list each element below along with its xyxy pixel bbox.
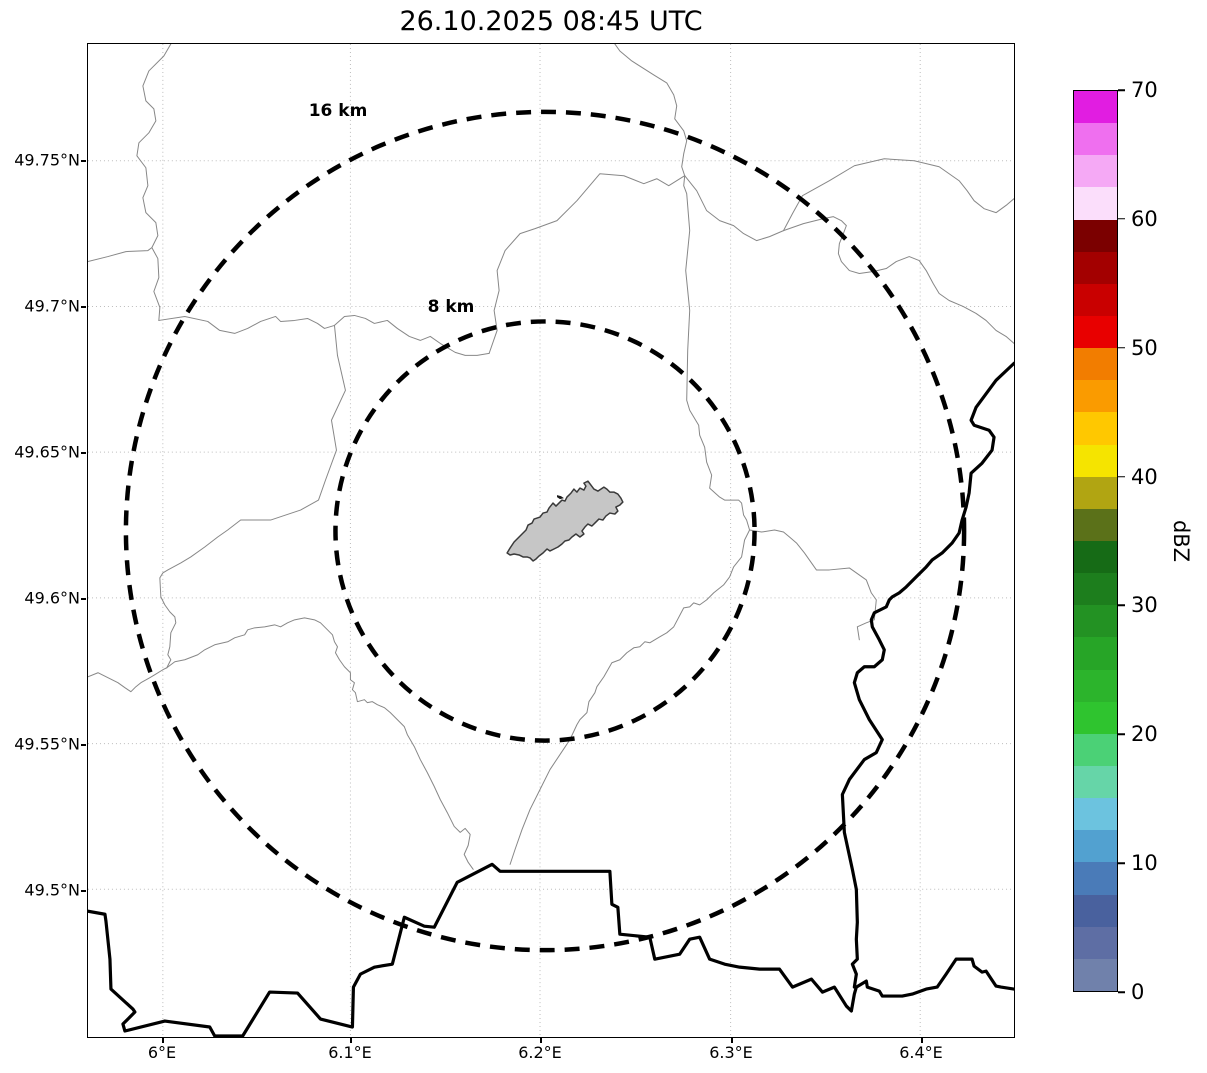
y-axis-tick: [81, 160, 86, 162]
admin-boundary-line: [488, 173, 686, 354]
colorbar-tick: [1118, 733, 1125, 736]
admin-boundary-line: [159, 324, 346, 669]
colorbar-band: [1074, 637, 1117, 670]
x-axis-tick-label: 6°E: [147, 1043, 177, 1062]
colorbar-band: [1074, 508, 1117, 541]
x-axis-tick: [540, 1038, 542, 1043]
x-axis-tick-label: 6.2°E: [518, 1043, 562, 1062]
colorbar-band: [1074, 187, 1117, 220]
colorbar-band: [1074, 733, 1117, 766]
colorbar-band: [1074, 573, 1117, 606]
colorbar-band: [1074, 380, 1117, 413]
x-axis-tick: [350, 1038, 352, 1043]
colorbar-band: [1074, 765, 1117, 799]
colorbar-tick-label: 60: [1131, 206, 1158, 231]
colorbar-band: [1074, 315, 1117, 349]
y-axis-tick: [81, 744, 86, 746]
colorbar-band: [1074, 540, 1117, 574]
admin-boundary-line: [749, 529, 877, 641]
colorbar-band: [1074, 894, 1117, 927]
colorbar-band: [1074, 476, 1117, 509]
colorbar-band: [1074, 701, 1117, 734]
y-axis-tick-label: 49.7°N: [24, 296, 80, 316]
colorbar-band: [1074, 412, 1117, 445]
colorbar-band: [1074, 958, 1117, 991]
colorbar-tick-label: 30: [1131, 593, 1158, 618]
y-axis-tick-label: 49.75°N: [14, 150, 80, 170]
colorbar-tick: [1118, 604, 1125, 607]
colorbar-tick-label: 70: [1131, 78, 1158, 102]
admin-boundary-line: [158, 314, 490, 356]
y-axis-tick-label: 49.5°N: [24, 880, 80, 900]
admin-boundary-line: [88, 667, 168, 693]
colorbar-tick: [1118, 991, 1125, 993]
colorbar-tick: [1118, 862, 1125, 864]
admin-boundary-line: [683, 175, 751, 531]
colorbar-tick: [1118, 346, 1125, 349]
colorbar-band: [1074, 798, 1117, 831]
admin-boundary-line: [88, 247, 153, 263]
country-border-line: [840, 361, 1014, 989]
colorbar-band: [1074, 91, 1117, 124]
colorbar-tick-label: 50: [1131, 335, 1158, 360]
colorbar-tick: [1118, 89, 1125, 91]
admin-boundary-line: [684, 175, 1014, 344]
colorbar-tick-label: 0: [1131, 980, 1145, 1004]
y-axis-tick-label: 49.55°N: [14, 734, 80, 754]
admin-boundary-line: [509, 529, 751, 865]
urban-area-spot: [556, 495, 564, 500]
y-axis-tick: [81, 890, 86, 892]
colorbar-band: [1074, 669, 1117, 702]
colorbar-band: [1074, 219, 1117, 252]
range-ring-label-16km: 16 km: [308, 101, 368, 121]
y-axis-tick: [81, 306, 86, 308]
y-axis-tick-label: 49.6°N: [24, 588, 80, 608]
x-axis-tick-label: 6.4°E: [899, 1043, 943, 1062]
country-border-line: [88, 862, 1014, 1037]
colorbar-band: [1074, 830, 1117, 863]
range-ring-circle: [123, 109, 967, 953]
colorbar-band: [1074, 348, 1117, 381]
admin-boundary-line: [614, 44, 688, 177]
colorbar-band: [1074, 605, 1117, 638]
colorbar-band: [1074, 283, 1117, 316]
plot-title: 26.10.2025 08:45 UTC: [399, 6, 703, 37]
colorbar-tick-label: 40: [1131, 464, 1158, 489]
x-axis-tick: [921, 1038, 923, 1043]
admin-boundary-line: [136, 44, 172, 321]
colorbar: [1073, 90, 1118, 992]
y-axis-tick: [81, 452, 86, 454]
colorbar-band: [1074, 123, 1117, 156]
x-axis-tick-label: 6.3°E: [709, 1043, 753, 1062]
colorbar-band: [1074, 155, 1117, 188]
map-canvas: [88, 44, 1014, 1037]
colorbar-band: [1074, 251, 1117, 284]
x-axis-tick: [731, 1038, 733, 1043]
colorbar-unit-label: dBZ: [1169, 519, 1193, 563]
colorbar-tick: [1118, 218, 1125, 220]
urban-area-shape: [506, 480, 624, 562]
range-ring-label-8km: 8 km: [427, 297, 475, 317]
x-axis-tick: [162, 1038, 164, 1043]
admin-boundary-line: [166, 617, 474, 870]
colorbar-band: [1074, 862, 1117, 895]
map-plot: 16 km 8 km: [87, 43, 1015, 1038]
y-axis-tick: [81, 598, 86, 600]
colorbar-tick: [1118, 475, 1125, 478]
y-axis-tick-label: 49.65°N: [14, 442, 80, 462]
colorbar-band: [1074, 444, 1117, 477]
colorbar-band: [1074, 926, 1117, 959]
range-ring-circle: [333, 319, 757, 743]
admin-boundary-line: [782, 158, 1014, 232]
x-axis-tick-label: 6.1°E: [328, 1043, 372, 1062]
colorbar-tick-label: 10: [1131, 851, 1158, 876]
colorbar-tick-label: 20: [1131, 722, 1158, 747]
